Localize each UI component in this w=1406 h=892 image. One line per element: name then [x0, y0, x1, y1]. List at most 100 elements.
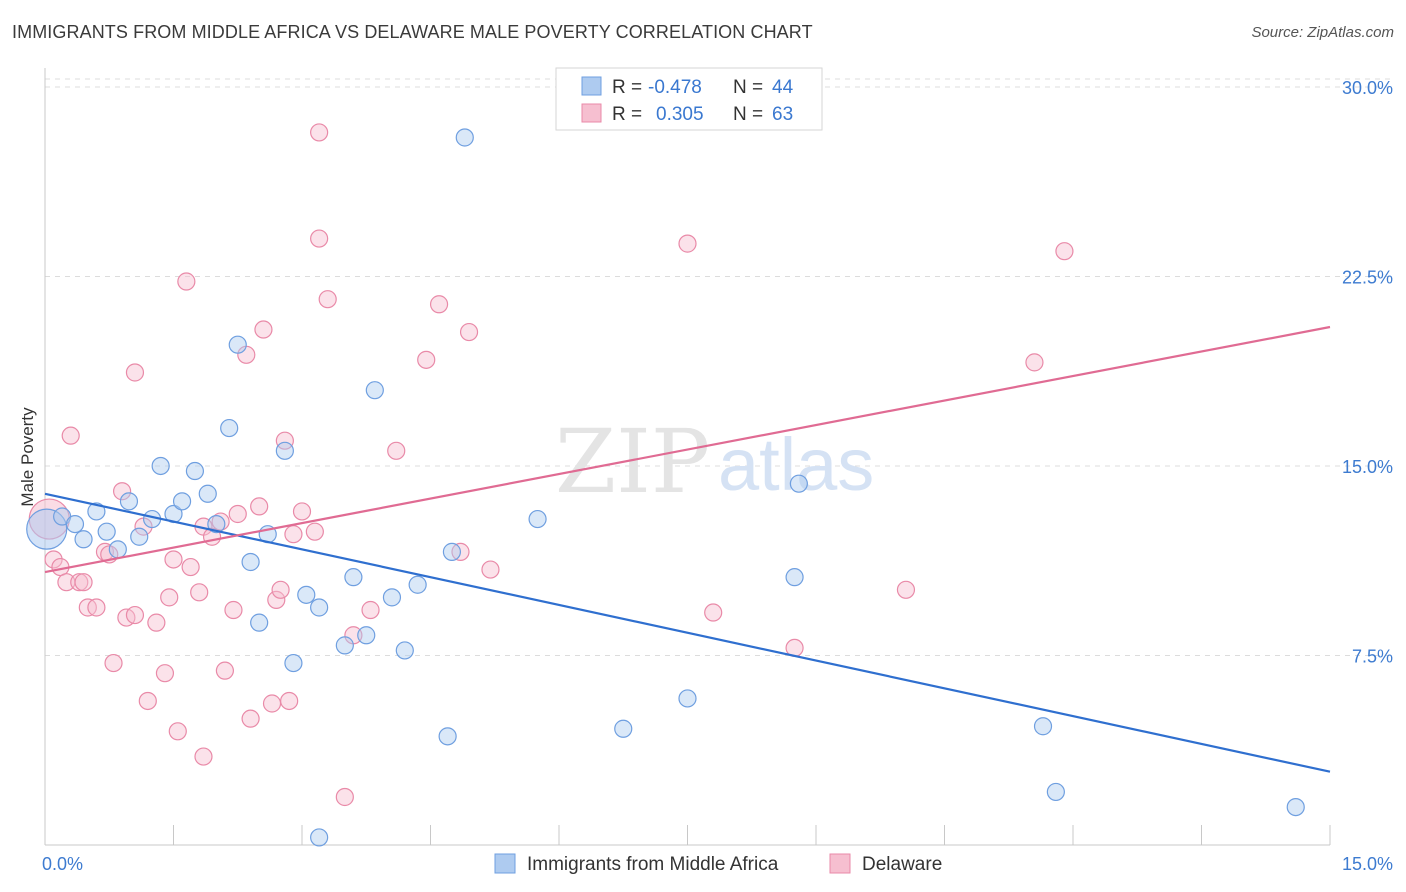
- delaware-point: [254, 320, 273, 339]
- delaware-point: [704, 603, 723, 622]
- series-middle-africa-points: [26, 128, 1305, 847]
- delaware-point: [138, 691, 157, 711]
- delaware-point: [361, 600, 380, 620]
- y-tick-label: 15.0%: [1342, 457, 1393, 477]
- middle-africa-point: [250, 613, 269, 632]
- delaware-point: [335, 787, 354, 807]
- delaware-point: [177, 272, 196, 291]
- middle-africa-point: [442, 542, 462, 561]
- delaware-point: [267, 590, 286, 609]
- middle-africa-point: [275, 441, 294, 460]
- middle-africa-point: [365, 381, 384, 400]
- delaware-point: [305, 522, 324, 541]
- delaware-point: [262, 694, 282, 713]
- middle-africa-point: [528, 509, 547, 529]
- delaware-point: [61, 426, 80, 445]
- delaware-point: [181, 557, 200, 577]
- delaware-point: [318, 290, 337, 309]
- chart-title: IMMIGRANTS FROM MIDDLE AFRICA VS DELAWAR…: [12, 22, 813, 42]
- legend-r-label-2: R =: [612, 104, 642, 125]
- bottom-legend-label-pink: Delaware: [862, 854, 942, 875]
- delaware-point: [70, 573, 89, 592]
- bottom-legend-swatch-pink: [829, 853, 851, 874]
- x-tick-label-max: 15.0%: [1342, 854, 1393, 874]
- middle-africa-point: [438, 727, 457, 746]
- middle-africa-point: [310, 598, 329, 617]
- middle-africa-point: [614, 719, 633, 738]
- delaware-point: [481, 560, 500, 579]
- middle-africa-point: [228, 335, 247, 354]
- delaware-point: [271, 580, 290, 599]
- delaware-point: [429, 295, 449, 314]
- delaware-point: [190, 583, 209, 602]
- middle-africa-point: [185, 461, 205, 481]
- delaware-point: [168, 722, 187, 741]
- middle-africa-point: [789, 474, 808, 493]
- delaware-point: [160, 588, 179, 607]
- middle-africa-point: [130, 527, 149, 546]
- middle-africa-point: [26, 508, 68, 550]
- y-tick-label: 7.5%: [1352, 646, 1393, 666]
- legend-swatch-pink: [581, 103, 602, 123]
- delaware-point: [250, 497, 269, 516]
- middle-africa-point: [74, 530, 93, 549]
- delaware-point: [194, 747, 213, 766]
- middle-africa-point: [97, 522, 116, 541]
- trend-line-delaware: [44, 325, 1331, 574]
- delaware-point: [44, 550, 63, 569]
- middle-africa-point: [151, 456, 170, 476]
- middle-africa-point: [119, 492, 139, 511]
- legend-swatch-blue: [581, 76, 602, 96]
- bottom-legend: Immigrants from Middle Africa Delaware: [494, 853, 942, 875]
- legend-n-value-2: 63: [772, 104, 793, 125]
- middle-africa-point: [678, 689, 697, 708]
- x-tick-label-min: 0.0%: [42, 854, 83, 874]
- legend-r-label-1: R =: [612, 77, 642, 98]
- y-axis-label: Male Poverty: [18, 407, 37, 507]
- middle-africa-point: [284, 653, 303, 673]
- delaware-point: [125, 605, 145, 625]
- delaware-point: [678, 234, 697, 253]
- delaware-point: [275, 431, 294, 450]
- legend-n-value-1: 44: [772, 77, 794, 98]
- delaware-point: [1055, 242, 1074, 261]
- middle-africa-point: [382, 588, 402, 607]
- legend-box: R = -0.478 N = 44 R = 0.305 N = 63: [555, 67, 823, 131]
- middle-africa-point: [297, 585, 316, 604]
- middle-africa-point: [241, 552, 260, 572]
- middle-africa-point: [408, 575, 427, 594]
- middle-africa-point: [785, 568, 804, 587]
- delaware-point: [280, 691, 299, 711]
- delaware-point: [417, 350, 436, 369]
- middle-africa-point: [108, 540, 127, 559]
- delaware-point: [155, 664, 175, 683]
- delaware-point: [87, 598, 106, 617]
- delaware-point: [112, 482, 132, 501]
- y-tick-label: 30.0%: [1342, 78, 1393, 98]
- x-axis-ticks: [44, 825, 1331, 845]
- middle-africa-point: [1033, 717, 1053, 736]
- delaware-point: [104, 653, 123, 673]
- middle-africa-point: [1286, 797, 1305, 817]
- delaware-point: [147, 613, 166, 632]
- legend-r-value-2: 0.305: [656, 104, 704, 125]
- delaware-point: [387, 441, 406, 460]
- y-tick-label: 22.5%: [1342, 267, 1393, 287]
- delaware-point: [1025, 353, 1044, 372]
- legend-n-label-2: N =: [733, 104, 763, 125]
- delaware-point: [459, 322, 479, 342]
- watermark-atlas: atlas: [718, 423, 874, 506]
- legend-r-value-1: -0.478: [648, 77, 702, 98]
- y-axis-tick-labels: 7.5% 15.0% 22.5% 30.0%: [1342, 78, 1393, 667]
- delaware-point: [74, 573, 93, 592]
- middle-africa-point: [335, 636, 354, 655]
- middle-africa-point: [455, 128, 474, 147]
- middle-africa-point: [65, 514, 85, 534]
- delaware-point: [292, 502, 312, 521]
- delaware-point: [310, 229, 329, 248]
- middle-africa-point: [198, 484, 217, 503]
- bottom-legend-swatch-blue: [494, 853, 516, 874]
- middle-africa-point: [207, 514, 226, 534]
- delaware-point: [125, 363, 145, 382]
